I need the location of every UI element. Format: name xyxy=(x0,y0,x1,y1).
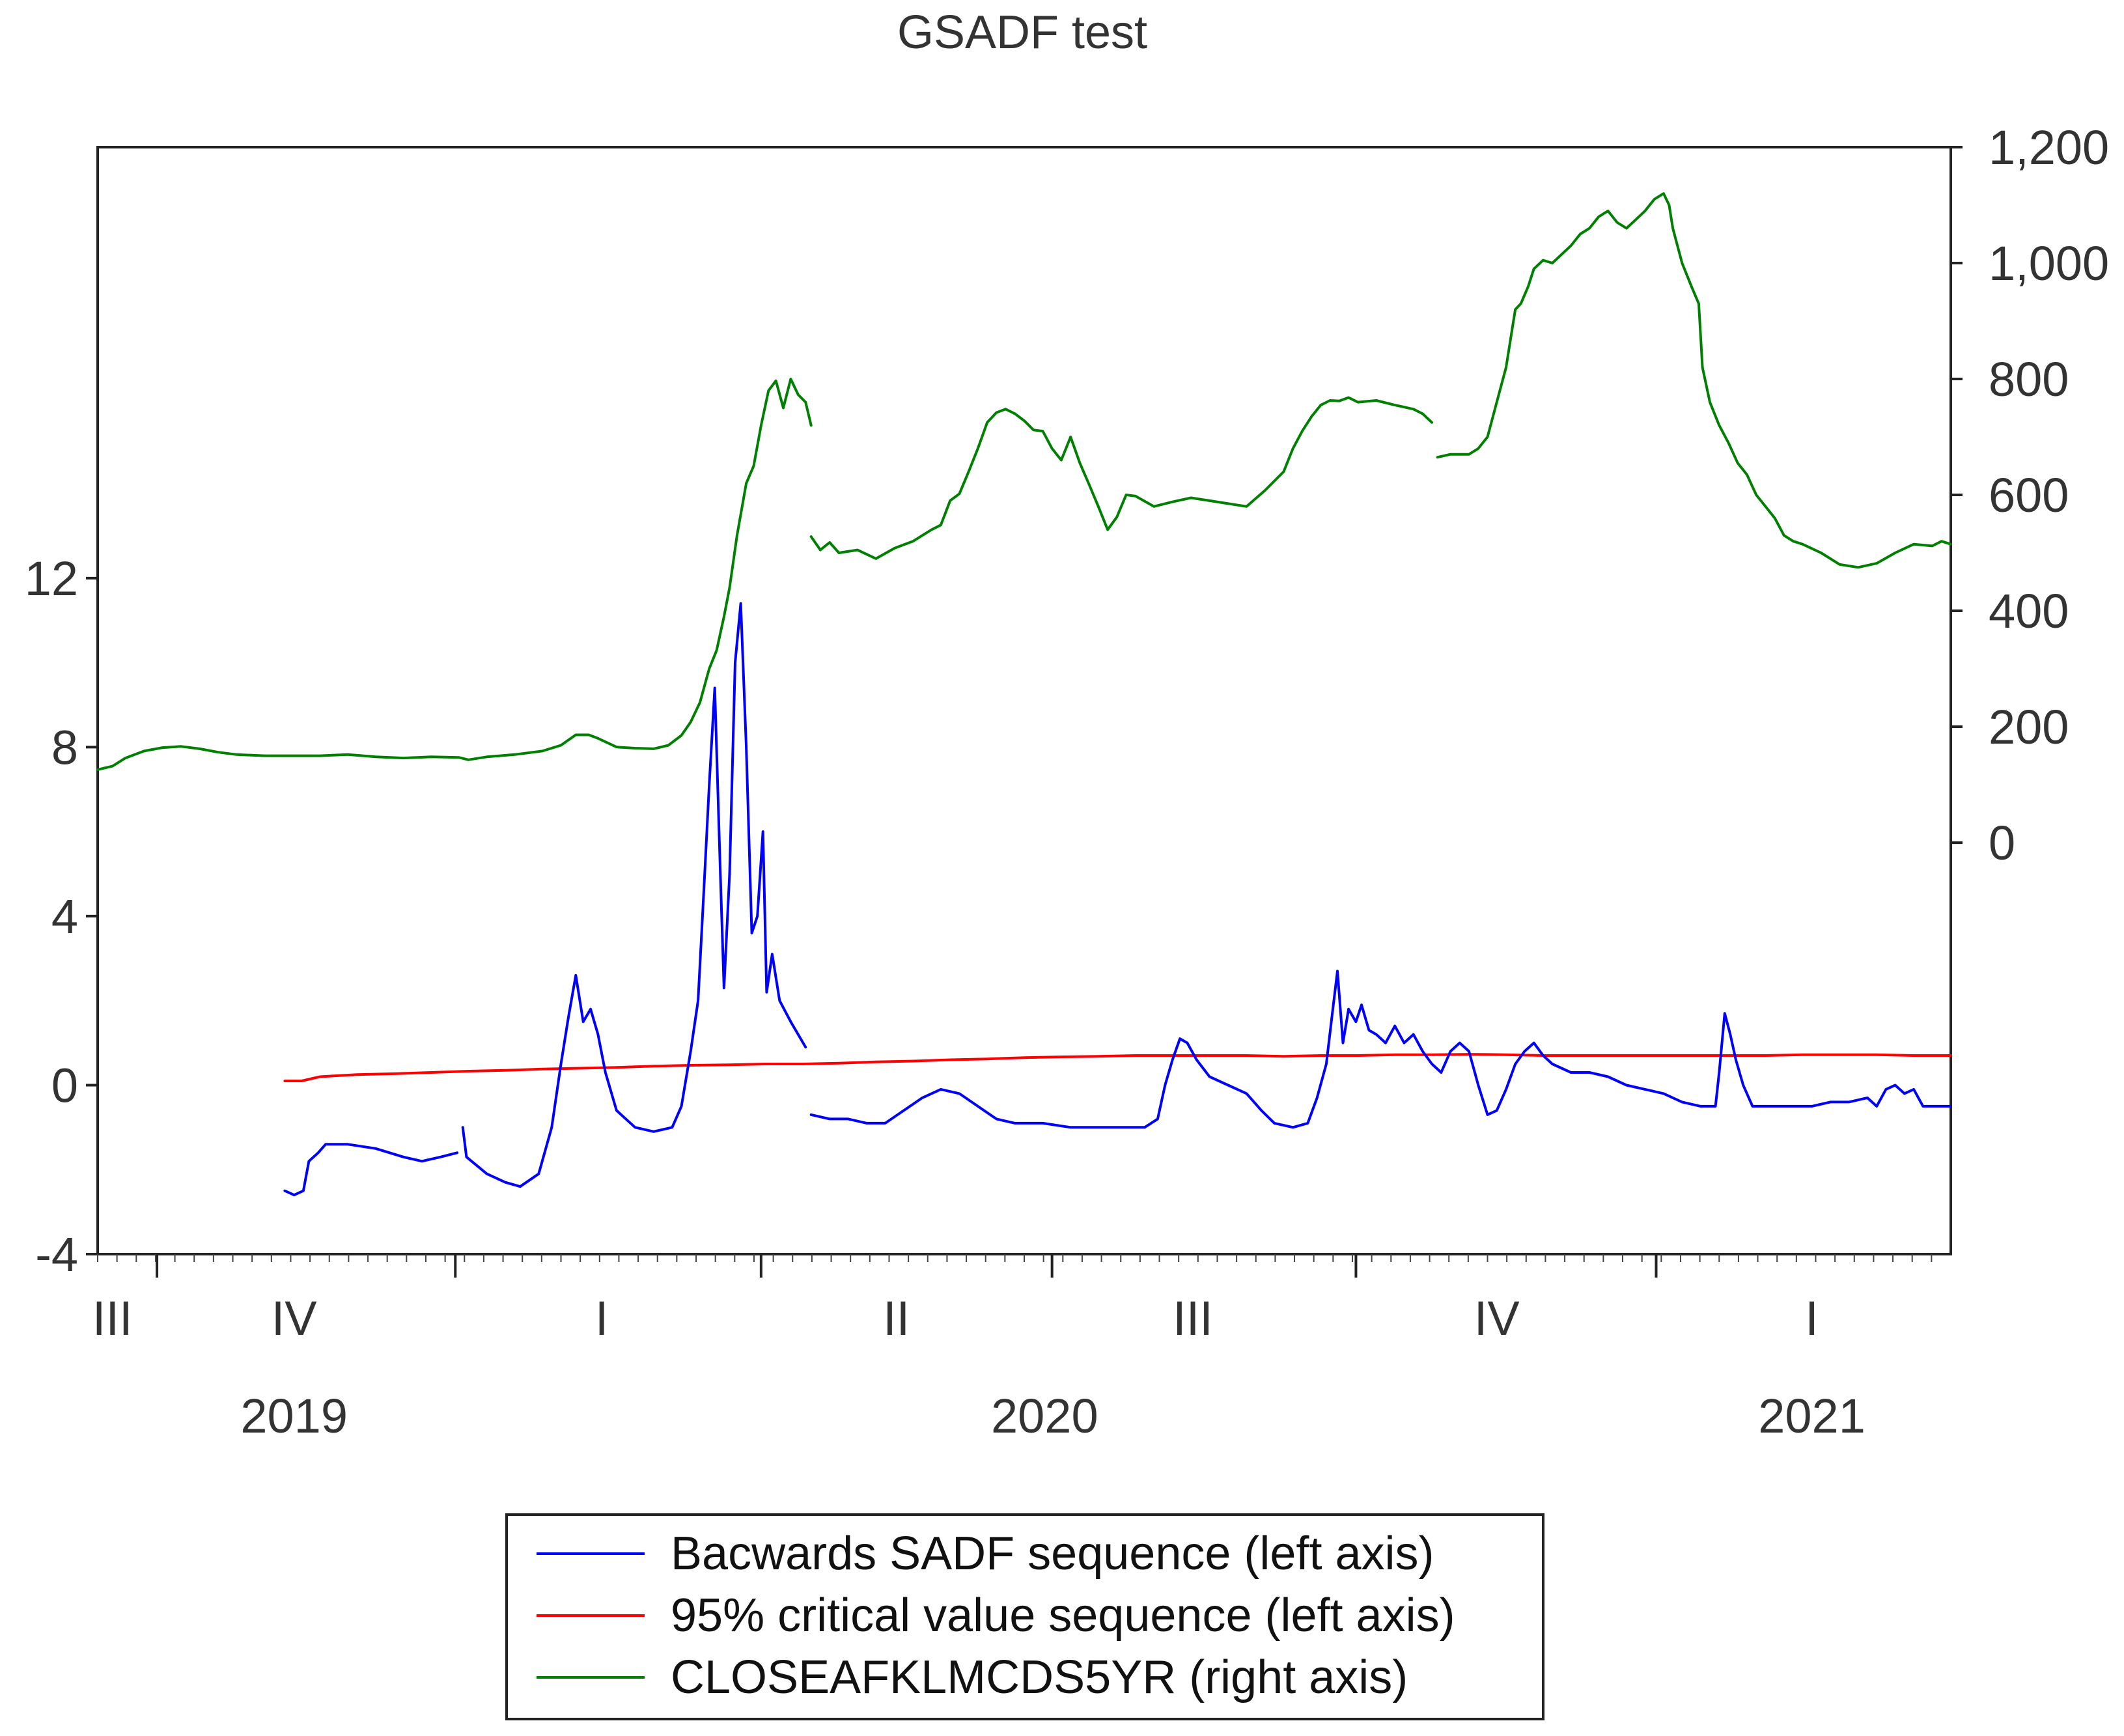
series-1 xyxy=(283,1053,1952,1082)
series-line-segment xyxy=(96,378,813,771)
left-axis-tick-label: 12 xyxy=(25,552,78,606)
right-axis-tick-label: 0 xyxy=(1989,816,2015,870)
left-axis-tick-label: 8 xyxy=(51,720,78,774)
left-axis-tick-label: 0 xyxy=(51,1058,78,1112)
series-line-segment xyxy=(461,602,807,1188)
legend-label-critical: 95% critical value sequence (left axis) xyxy=(671,1589,1455,1642)
series-line-segment xyxy=(809,396,1434,560)
series-line-segment xyxy=(809,970,1952,1129)
right-axis-tick-label: 400 xyxy=(1989,584,2069,638)
series-line-segment xyxy=(283,1053,1952,1082)
plot-frame xyxy=(96,146,1952,1255)
legend-label-sadf: Bacwards SADF sequence (left axis) xyxy=(671,1528,1434,1580)
right-axis: 0 200 400 600 800 1,000 1,200 xyxy=(1951,120,2109,870)
x-quarter-label: III xyxy=(92,1291,133,1345)
right-axis-tick-label: 600 xyxy=(1989,468,2069,522)
x-year-label: 2020 xyxy=(991,1389,1098,1443)
x-quarter-label: IV xyxy=(1474,1291,1520,1345)
legend: Bacwards SADF sequence (left axis) 95% c… xyxy=(505,1513,1544,1720)
right-axis-tick-label: 200 xyxy=(1989,700,2069,754)
left-axis: -4 0 4 8 12 xyxy=(25,552,98,1281)
right-axis-tick-label: 1,000 xyxy=(1989,236,2109,290)
series-2 xyxy=(96,192,1952,771)
legend-label-cds: CLOSEAFKLMCDS5YR (right axis) xyxy=(671,1651,1408,1703)
left-axis-tick-label: 4 xyxy=(51,889,78,944)
x-quarter-label: II xyxy=(883,1291,910,1345)
series-line-segment xyxy=(283,1143,459,1197)
x-quarter-label: I xyxy=(595,1291,609,1345)
x-year-label: 2019 xyxy=(240,1389,348,1443)
legend-box xyxy=(505,1513,1544,1720)
x-quarter-label: I xyxy=(1805,1291,1819,1345)
x-year-label: 2021 xyxy=(1758,1389,1865,1443)
right-axis-tick-label: 800 xyxy=(1989,352,2069,406)
series-0 xyxy=(283,602,1952,1197)
chart-title: GSADF test xyxy=(897,7,1147,59)
x-quarter-label: III xyxy=(1173,1291,1213,1345)
right-axis-tick-label: 1,200 xyxy=(1989,120,2109,175)
series-layer xyxy=(96,192,1952,1197)
left-axis-tick-label: -4 xyxy=(35,1227,78,1281)
series-line-segment xyxy=(1436,192,1952,569)
x-quarter-label: IV xyxy=(272,1291,318,1345)
